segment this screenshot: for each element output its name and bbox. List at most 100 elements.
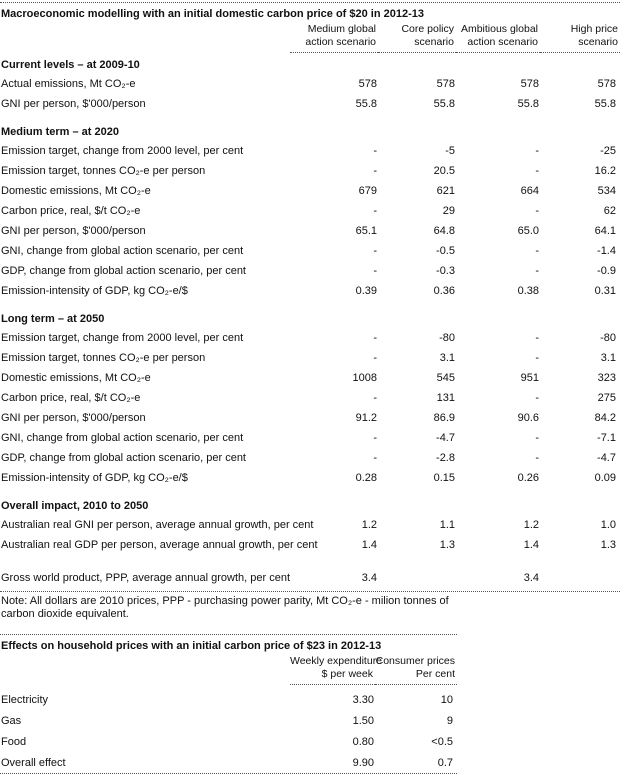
row-label: GNI, change from global action scenario,… [1, 245, 244, 257]
cell-value: - [373, 245, 377, 257]
table-row: Emission target, tonnes CO₂-e per person… [0, 161, 620, 181]
cell-value: -80 [600, 332, 616, 344]
cell-value: 65.1 [355, 225, 377, 237]
cell-value: 16.2 [594, 165, 616, 177]
table-row: Gas 1.50 9 [0, 710, 457, 731]
cell-value: 90.6 [517, 412, 539, 424]
table-row: GNI per person, $'000/person 65.1 64.8 6… [0, 221, 620, 241]
cell-value: 9.90 [352, 756, 374, 769]
cell-value: -0.3 [436, 265, 455, 277]
cell-value: 664 [520, 185, 539, 197]
table-row: Domestic emissions, Mt CO₂-e 679 621 664… [0, 181, 620, 201]
section-header-current-levels: Current levels – at 2009-10 [1, 59, 140, 71]
table-row: Emission target, change from 2000 level,… [0, 328, 620, 348]
row-label: Carbon price, real, $/t CO₂-e [1, 392, 141, 404]
cell-value: - [373, 265, 377, 277]
cell-value: - [535, 352, 539, 364]
row-label: Emission target, change from 2000 level,… [1, 145, 244, 157]
cell-value: 3.1 [439, 352, 455, 364]
macro-table-title: Macroeconomic modelling with an initial … [1, 8, 425, 20]
cell-value: - [373, 145, 377, 157]
row-label: Carbon price, real, $/t CO₂-e [1, 205, 141, 217]
cell-value: 275 [597, 392, 616, 404]
row-label: GDP, change from global action scenario,… [1, 452, 246, 464]
cell-value: 0.80 [352, 735, 374, 748]
cell-value: 679 [358, 185, 377, 197]
cell-value: - [373, 332, 377, 344]
cell-value: 578 [436, 78, 455, 90]
cell-value: -2.8 [436, 452, 455, 464]
cell-value: - [535, 245, 539, 257]
cell-value: 1.2 [361, 519, 377, 531]
cell-value: 3.30 [352, 693, 374, 706]
cell-value: 578 [358, 78, 377, 90]
table-row: Domestic emissions, Mt CO₂-e 1008 545 95… [0, 368, 620, 388]
cell-value: 10 [440, 693, 453, 706]
cell-value: 64.8 [433, 225, 455, 237]
table-row: Emission-intensity of GDP, kg CO₂-e/$ 0.… [0, 468, 620, 488]
cell-value: -1.4 [597, 245, 616, 257]
cell-value: - [535, 145, 539, 157]
row-label: Australian real GDP per person, average … [1, 539, 318, 551]
cell-value: - [373, 165, 377, 177]
table-row: Gross world product, PPP, average annual… [0, 568, 620, 588]
cell-value: 0.39 [355, 285, 377, 297]
cell-value: - [535, 392, 539, 404]
cell-value: -0.9 [597, 265, 616, 277]
cell-value: 0.26 [517, 472, 539, 484]
cell-value: 951 [520, 372, 539, 384]
cell-value: 64.1 [594, 225, 616, 237]
cell-value: 86.9 [433, 412, 455, 424]
cell-value: 1.4 [523, 539, 539, 551]
macro-table: Macroeconomic modelling with an initial … [0, 2, 620, 592]
row-label: GNI per person, $'000/person [1, 98, 146, 110]
cell-value: 578 [597, 78, 616, 90]
cell-value: - [373, 392, 377, 404]
cell-value: - [535, 165, 539, 177]
cell-value: 9 [446, 714, 453, 727]
row-label: Electricity [1, 693, 49, 706]
cell-value: 323 [597, 372, 616, 384]
row-label: Actual emissions, Mt CO₂-e [1, 78, 136, 90]
cell-value: 3.1 [600, 352, 616, 364]
cell-value: 1.0 [600, 519, 616, 531]
cell-value: 131 [436, 392, 455, 404]
cell-value: 621 [436, 185, 455, 197]
cell-value: - [535, 432, 539, 444]
table-row: Electricity 3.30 10 [0, 689, 457, 710]
table-row: Emission target, change from 2000 level,… [0, 141, 620, 161]
cell-value: -25 [600, 145, 616, 157]
cell-value: 1.3 [439, 539, 455, 551]
cell-value: 1.1 [439, 519, 455, 531]
table-row: Carbon price, real, $/t CO₂-e - 29 - 62 [0, 201, 620, 221]
cell-value: - [535, 265, 539, 277]
row-label: Overall effect [1, 756, 66, 769]
cell-value: 55.8 [433, 98, 455, 110]
row-label: Emission-intensity of GDP, kg CO₂-e/$ [1, 472, 188, 484]
cell-value: 1008 [352, 372, 377, 384]
row-label: GNI per person, $'000/person [1, 225, 146, 237]
cell-value: 578 [520, 78, 539, 90]
household-table-title: Effects on household prices with an init… [1, 640, 382, 652]
cell-value: 0.09 [594, 472, 616, 484]
cell-value: -80 [439, 332, 455, 344]
column-header-medium-global: Medium global action scenario [290, 22, 378, 53]
cell-value: 3.4 [523, 572, 539, 584]
row-label: GNI per person, $'000/person [1, 412, 146, 424]
cell-value: 534 [597, 185, 616, 197]
cell-value: 20.5 [433, 165, 455, 177]
cell-value: -5 [445, 145, 455, 157]
row-label: Emission target, change from 2000 level,… [1, 332, 244, 344]
row-label: Emission-intensity of GDP, kg CO₂-e/$ [1, 285, 188, 297]
cell-value: 62 [603, 205, 616, 217]
table-row: GNI per person, $'000/person 91.2 86.9 9… [0, 408, 620, 428]
cell-value: 55.8 [594, 98, 616, 110]
cell-value: 0.36 [433, 285, 455, 297]
row-label: Gas [1, 714, 22, 727]
macro-table-header-row: Medium global action scenario Core polic… [0, 22, 620, 53]
table-row: Australian real GDP per person, average … [0, 535, 620, 555]
cell-value: 0.31 [594, 285, 616, 297]
household-table-header-row: Weekly expenditure $ per week Consumer p… [0, 654, 457, 685]
cell-value: 55.8 [517, 98, 539, 110]
table-row: Emission target, tonnes CO₂-e per person… [0, 348, 620, 368]
